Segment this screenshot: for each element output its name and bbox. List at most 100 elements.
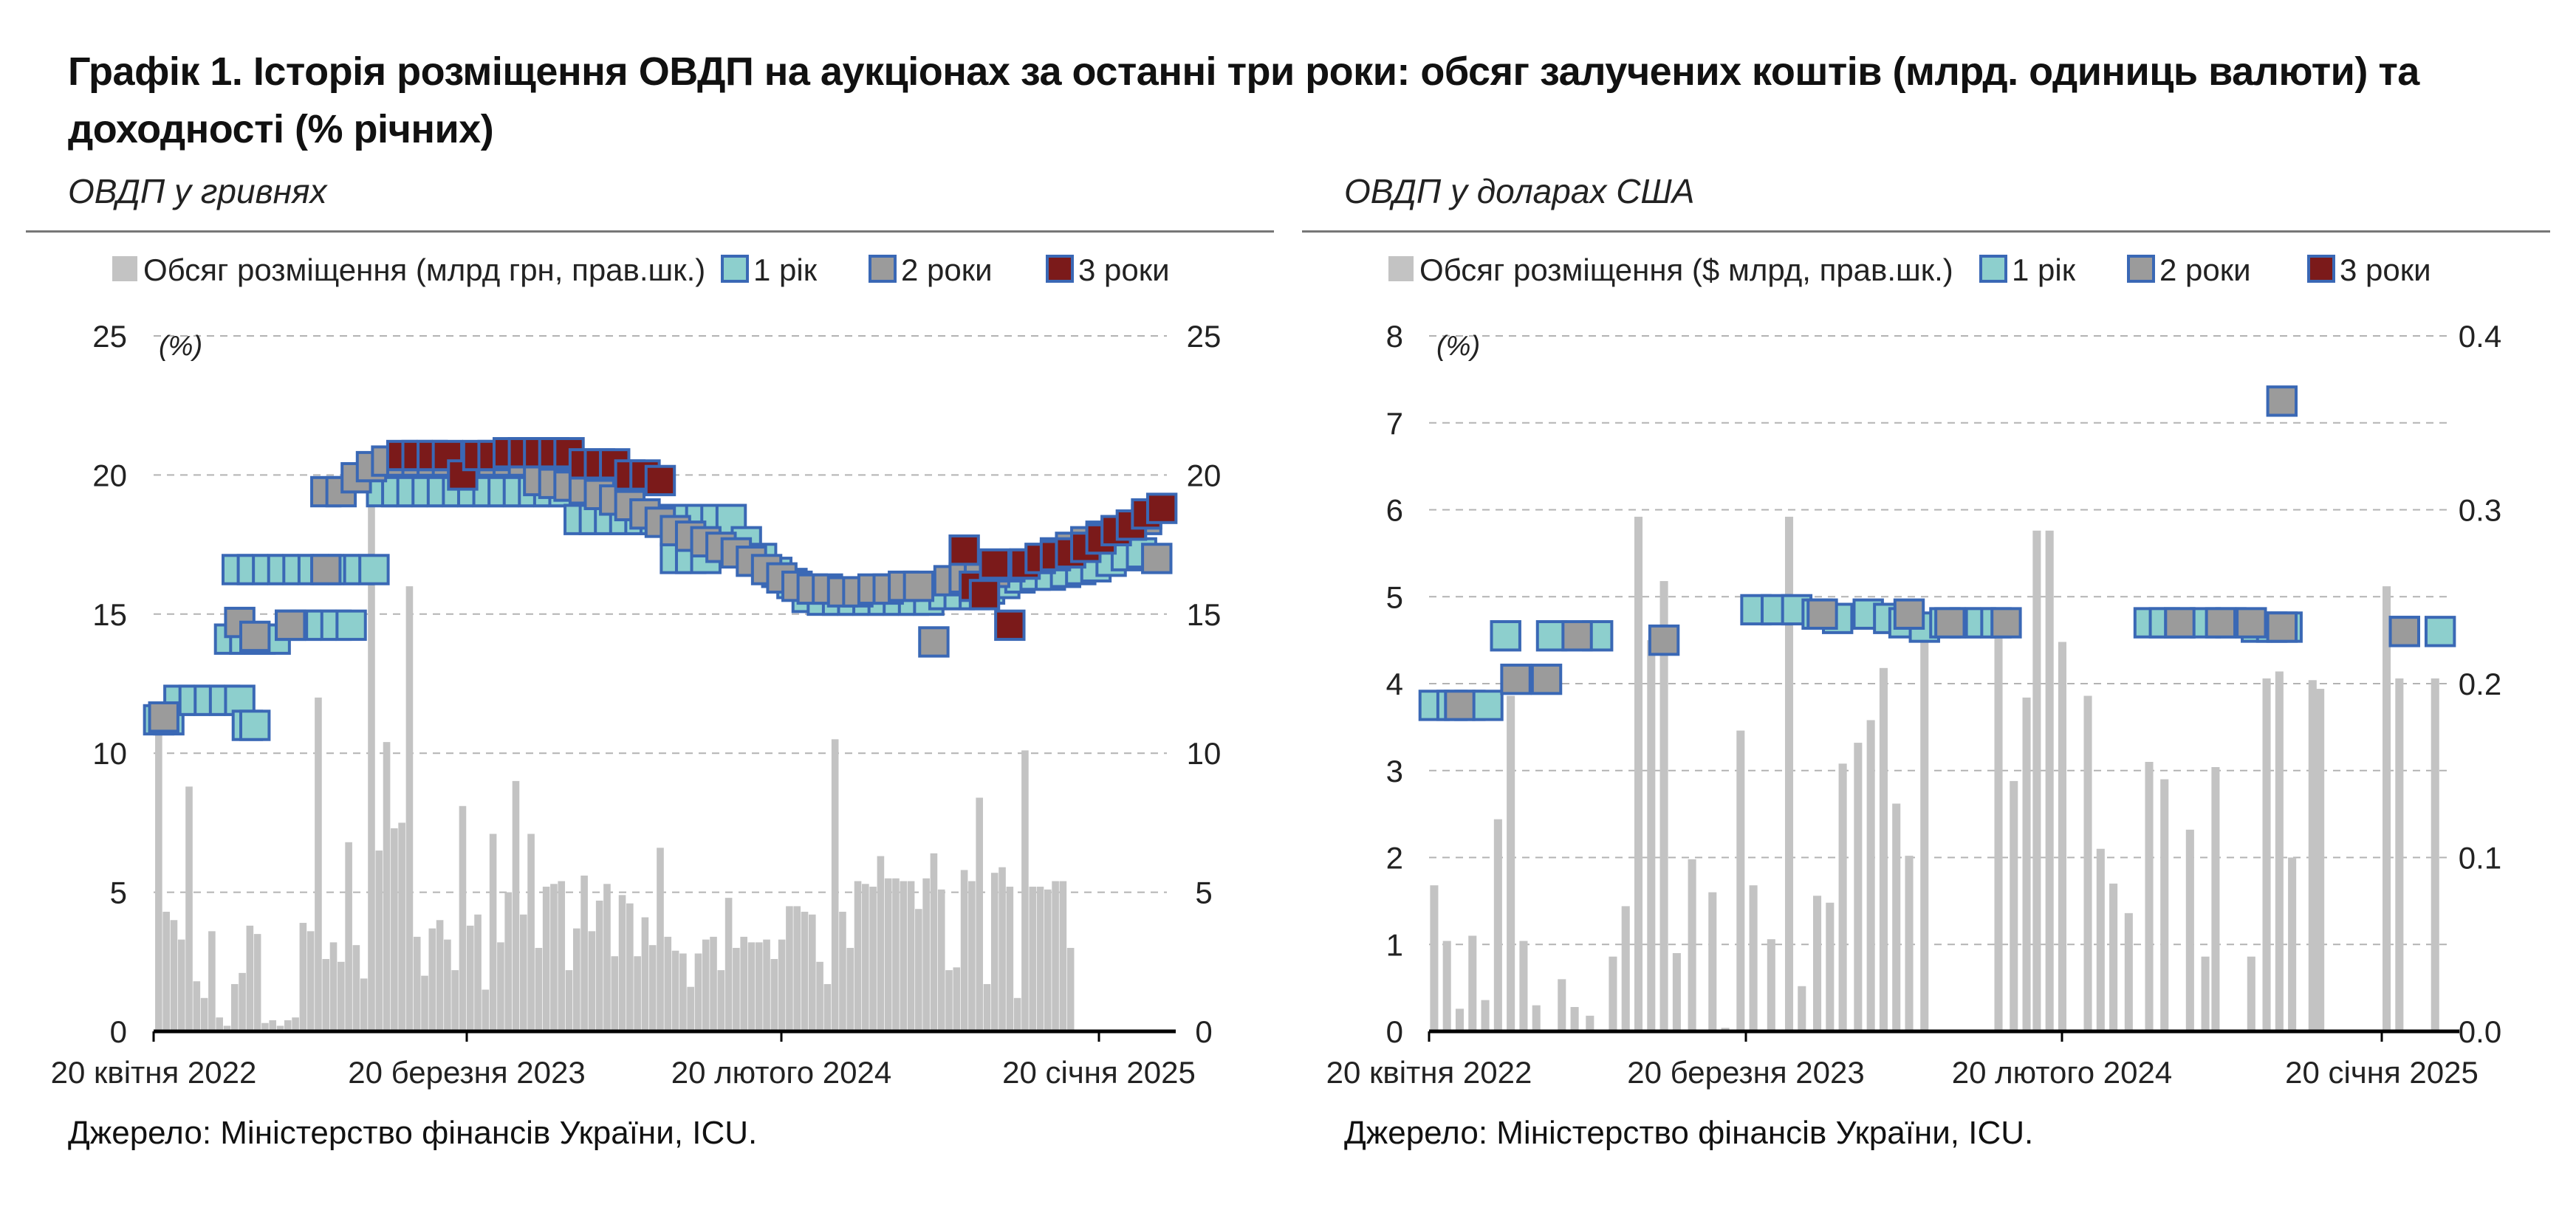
volume-bar <box>451 970 459 1031</box>
volume-bar <box>990 873 998 1031</box>
panel-title-uah: ОВДП у гривнях <box>68 172 327 210</box>
volume-bar <box>216 1017 223 1031</box>
volume-bar <box>459 805 467 1031</box>
volume-bar <box>1634 516 1643 1031</box>
volume-bar <box>1493 819 1502 1031</box>
y-left-tick-label: 10 <box>92 736 127 771</box>
volume-bar <box>482 989 490 1031</box>
volume-bar <box>269 1020 277 1031</box>
yield-marker-2 <box>148 701 179 733</box>
volume-bar <box>375 850 383 1031</box>
y-left-tick-label: 20 <box>92 458 127 492</box>
volume-bar <box>2316 689 2325 1031</box>
yield-marker-2 <box>1561 620 1593 652</box>
volume-bar <box>1708 892 1717 1031</box>
volume-bar <box>1586 1015 1594 1031</box>
legend-label: Обсяг розміщення (млрд грн, прав.шк.) <box>143 252 705 287</box>
y-left-tick-label: 5 <box>110 876 127 910</box>
volume-bar <box>162 911 170 1031</box>
legend-swatch-1 <box>1979 255 2007 283</box>
y-left-tick-label: 25 <box>92 319 127 354</box>
legend-label: 1 рік <box>2012 252 2076 287</box>
volume-bar <box>854 881 862 1031</box>
y-left-tick-label: 5 <box>1386 580 1403 614</box>
y-right-tick-label: 20 <box>1187 458 1222 492</box>
x-tick-label: 20 січня 2025 <box>1002 1055 1196 1090</box>
legend-swatch-2 <box>2127 255 2155 283</box>
panel-rule-uah <box>26 230 1274 233</box>
volume-bar <box>2288 857 2297 1031</box>
volume-bar <box>466 925 474 1031</box>
volume-bar <box>1688 859 1696 1031</box>
volume-bar <box>535 947 543 1031</box>
yield-marker-3 <box>948 534 980 566</box>
volume-bar <box>1609 956 1617 1031</box>
yield-marker-2 <box>1530 663 1563 695</box>
yield-marker-1 <box>2424 616 2456 647</box>
yield-marker-3 <box>979 548 1010 580</box>
y-right-tick-label: 0.3 <box>2459 493 2501 528</box>
y-left-tick-label: 0 <box>1386 1014 1403 1049</box>
yield-marker-2 <box>1648 624 1680 656</box>
volume-bar <box>694 953 702 1031</box>
volume-bar <box>489 834 497 1031</box>
volume-bar <box>497 942 504 1031</box>
yield-marker-1 <box>358 554 390 585</box>
volume-bar <box>595 900 603 1031</box>
volume-bar <box>413 936 421 1031</box>
y-right-tick-label: 0 <box>1195 1014 1212 1049</box>
volume-bar <box>474 914 482 1031</box>
volume-bar <box>550 884 558 1031</box>
source-note-usd: Джерело: Міністерство фінансів України, … <box>1344 1115 2034 1151</box>
yield-marker-1 <box>1535 620 1568 652</box>
yield-marker-2 <box>310 554 342 585</box>
volume-bar <box>398 822 405 1031</box>
y-left-tick-label: 3 <box>1386 754 1403 788</box>
yield-marker-3 <box>644 464 676 497</box>
y-right-tick-label: 0.0 <box>2459 1014 2501 1049</box>
volume-bar <box>1036 887 1044 1031</box>
volume-bar <box>1621 906 1630 1031</box>
x-tick-label: 20 березня 2023 <box>1627 1055 1864 1090</box>
volume-bar <box>664 936 672 1031</box>
volume-bar <box>1059 881 1067 1031</box>
volume-bar <box>998 867 1006 1031</box>
volume-bar <box>284 1020 292 1031</box>
volume-bar <box>611 956 619 1031</box>
volume-bar <box>1532 1005 1541 1031</box>
volume-bar <box>2211 767 2220 1031</box>
volume-bar <box>679 953 687 1031</box>
volume-bar <box>839 911 846 1031</box>
volume-bar <box>542 887 550 1031</box>
volume-bar <box>1866 720 1875 1031</box>
y-left-tick-label: 0 <box>110 1014 127 1049</box>
volume-bar <box>428 928 436 1031</box>
yield-marker-2 <box>918 626 950 658</box>
volume-bar <box>702 939 710 1031</box>
volume-bar <box>1558 979 1566 1031</box>
legend-swatch-volume <box>112 256 137 281</box>
y-left-unit-label: (%) <box>159 331 202 362</box>
volume-bar <box>657 848 664 1031</box>
y-left-tick-label: 15 <box>92 597 127 632</box>
chart-panel-0: 0 5 10 15 20 25 0 5 10 15 20 25 (%) 20 квітня 2022 20 … <box>51 252 1222 1090</box>
volume-bar <box>740 936 747 1031</box>
volume-bar <box>580 875 588 1031</box>
legend-label: Обсяг розміщення ($ млрд, прав.шк.) <box>1419 252 1953 287</box>
volume-bar <box>573 928 580 1031</box>
volume-bar <box>884 878 892 1031</box>
volume-bar <box>1994 638 2003 1031</box>
volume-bar <box>915 909 922 1031</box>
volume-bar <box>1430 885 1439 1031</box>
volume-bar <box>2431 678 2439 1031</box>
volume-bar <box>770 959 778 1031</box>
volume-bar <box>2308 680 2317 1031</box>
volume-bar <box>892 878 900 1031</box>
volume-bar <box>1044 889 1052 1031</box>
yield-marker-2 <box>1893 598 1925 630</box>
volume-bar <box>383 742 391 1031</box>
volume-bar <box>1813 896 1822 1031</box>
volume-bar <box>634 956 641 1031</box>
volume-bar <box>816 961 823 1031</box>
